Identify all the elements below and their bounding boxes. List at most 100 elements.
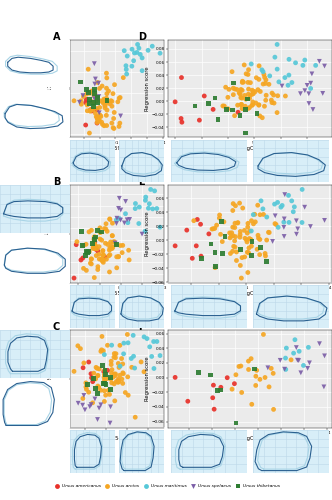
Point [225, 105, 231, 113]
Point [253, 218, 258, 226]
Point [98, 386, 103, 394]
Point [94, 119, 100, 127]
Point [115, 98, 121, 106]
Point [84, 96, 89, 104]
Point [107, 246, 112, 254]
Point [282, 190, 288, 198]
Point [117, 371, 123, 379]
Point [141, 368, 147, 376]
Point [102, 102, 108, 110]
Point [115, 378, 121, 386]
Point [101, 368, 107, 376]
Point [238, 94, 243, 102]
Point [259, 66, 265, 74]
Point [86, 248, 91, 256]
Point [94, 252, 99, 260]
Point [147, 343, 152, 351]
Point [86, 100, 92, 108]
Point [81, 264, 86, 272]
Point [283, 366, 289, 374]
Point [89, 374, 94, 382]
Point [98, 112, 103, 120]
Point [215, 386, 220, 394]
Point [80, 401, 85, 409]
Point [287, 56, 292, 64]
Point [91, 369, 97, 377]
Point [151, 364, 157, 372]
Point [91, 103, 96, 111]
Point [84, 266, 89, 274]
Point [79, 228, 84, 235]
Point [83, 98, 88, 106]
Point [102, 374, 107, 382]
Point [304, 82, 310, 90]
Point [227, 229, 232, 237]
Point [251, 220, 256, 228]
Point [261, 330, 266, 338]
Point [266, 80, 272, 88]
Point [109, 102, 115, 110]
Point [86, 88, 92, 96]
Point [261, 210, 266, 218]
Point [97, 116, 102, 124]
Point [107, 390, 112, 398]
Point [98, 112, 104, 120]
Point [110, 244, 116, 252]
Point [286, 192, 291, 200]
Point [230, 106, 235, 114]
Point [90, 106, 96, 114]
Point [232, 224, 237, 232]
Point [272, 200, 277, 208]
Point [222, 232, 228, 240]
Point [89, 260, 94, 268]
Point [264, 92, 269, 100]
Point [106, 87, 111, 95]
Point [232, 243, 238, 251]
Point [98, 97, 103, 105]
Point [99, 332, 105, 340]
Point [257, 210, 263, 218]
Point [246, 366, 251, 374]
Point [116, 378, 122, 386]
Point [125, 339, 131, 347]
Point [91, 236, 97, 244]
Point [154, 204, 159, 212]
Point [240, 78, 245, 86]
Point [295, 356, 300, 364]
Point [104, 106, 110, 114]
Point [263, 252, 268, 260]
X-axis label: logCS: logCS [242, 146, 257, 151]
Point [83, 121, 88, 129]
Point [93, 233, 98, 241]
Point [100, 247, 106, 255]
Point [212, 224, 217, 232]
Point [114, 216, 119, 224]
Point [261, 70, 267, 78]
Point [97, 84, 102, 92]
Point [88, 106, 93, 114]
Point [199, 254, 204, 262]
Point [79, 100, 84, 108]
Point [322, 352, 327, 360]
Point [253, 99, 259, 107]
Point [92, 86, 98, 94]
Point [95, 78, 100, 86]
Point [86, 228, 92, 236]
Point [257, 376, 263, 384]
Point [113, 350, 119, 358]
Point [282, 232, 287, 240]
X-axis label: logCS: logCS [242, 436, 257, 441]
Point [208, 371, 213, 379]
Point [269, 96, 274, 104]
Point [211, 405, 217, 413]
Point [103, 391, 108, 399]
Point [238, 86, 244, 94]
Point [94, 95, 99, 103]
Point [255, 246, 260, 254]
Point [246, 104, 251, 112]
Point [249, 242, 254, 250]
Point [104, 90, 110, 98]
Point [275, 40, 280, 48]
Point [96, 242, 102, 250]
Point [150, 205, 155, 213]
